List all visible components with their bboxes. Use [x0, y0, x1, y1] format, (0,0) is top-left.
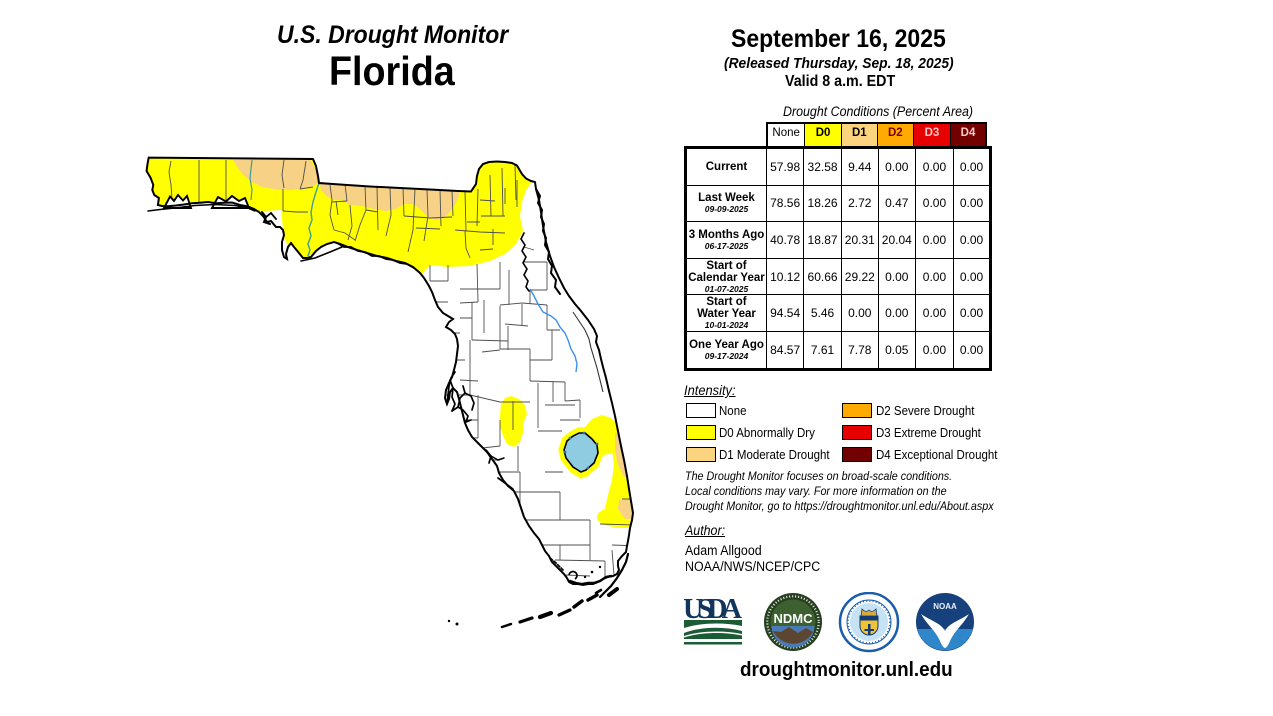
- svg-text:USDA: USDA: [684, 594, 743, 625]
- svg-text:NDMC: NDMC: [774, 611, 814, 626]
- svg-text:NOAA: NOAA: [933, 602, 957, 611]
